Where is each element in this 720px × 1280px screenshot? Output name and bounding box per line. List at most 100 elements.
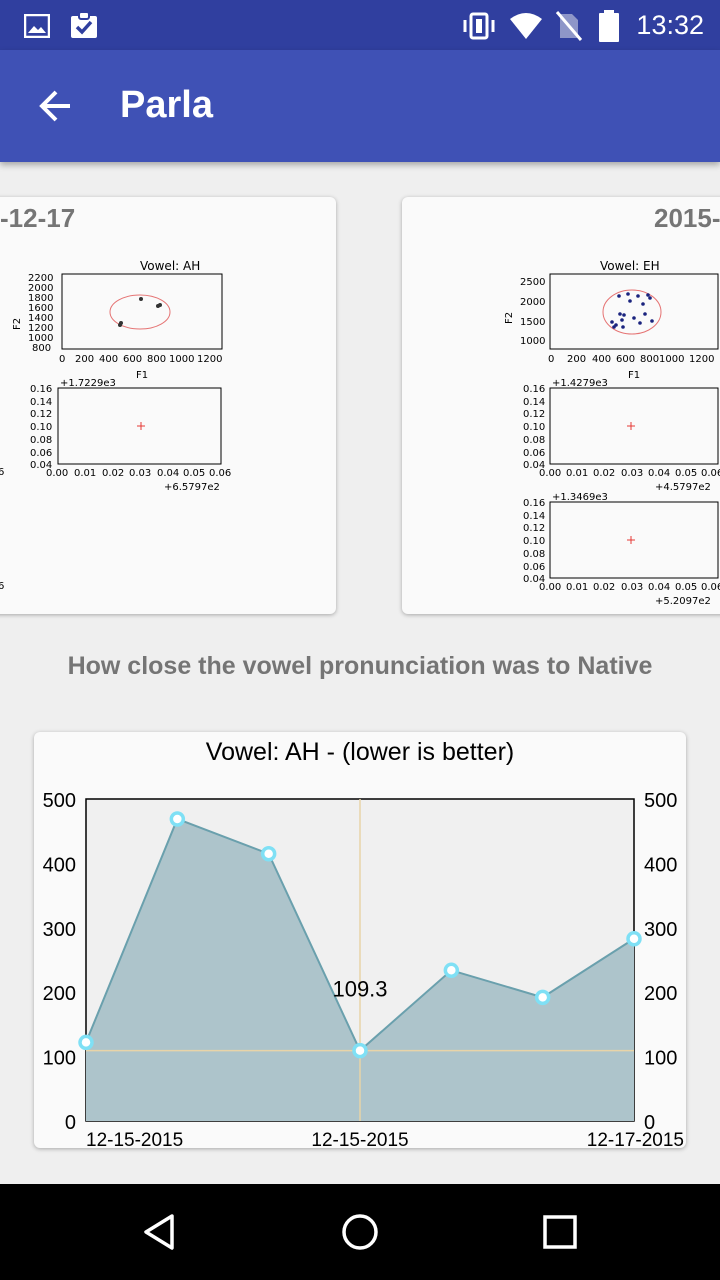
svg-text:0.08: 0.08: [30, 435, 52, 446]
svg-text:0.06: 0.06: [523, 448, 545, 459]
svg-text:0.06: 0.06: [209, 468, 231, 479]
y-tick-label-left: 100: [43, 1048, 76, 1070]
svg-text:0.12: 0.12: [523, 409, 545, 420]
svg-text:0.05: 0.05: [675, 582, 697, 593]
svg-text:0.00: 0.00: [539, 582, 561, 593]
svg-text:0.01: 0.01: [74, 468, 96, 479]
x-axis-label: F1: [136, 370, 148, 381]
page-title: Parla: [120, 84, 213, 126]
svg-text:1500: 1500: [520, 317, 545, 328]
status-bar: 13:32: [0, 0, 720, 50]
y-tick-labels: 2200 2000 1800 1600 1400 1200 1000 800: [28, 273, 53, 354]
vowel-plot-right: Vowel: EH F2 2500 2000 1500 1000 0 200 4…: [504, 259, 720, 607]
svg-text:200: 200: [567, 354, 586, 365]
sub-x-offset: +4.5797e2: [655, 482, 711, 493]
svg-text:0.16: 0.16: [523, 384, 545, 395]
card-date: -12-17: [0, 203, 76, 233]
sub-y-tick-labels: 0.16 0.14 0.12 0.10 0.08 0.06 0.04: [523, 384, 545, 471]
plot-title: Vowel: AH: [140, 259, 200, 273]
svg-text:0.03: 0.03: [621, 582, 643, 593]
svg-text:2000: 2000: [520, 297, 545, 308]
data-point: [626, 930, 642, 947]
svg-text:2000: 2000: [28, 283, 53, 294]
sub-x-tick-labels: 0.00 0.01 0.02 0.03 0.04 0.05 0.06: [46, 468, 231, 479]
nav-home-icon[interactable]: [336, 1208, 384, 1256]
y-axis-label: F2: [12, 318, 23, 330]
navigation-bar: [0, 1184, 720, 1280]
y-tick-label-right: 300: [644, 919, 677, 941]
y-tick-label-right: 400: [644, 854, 677, 876]
svg-text:0.06: 0.06: [523, 562, 545, 573]
y-tick-label-right: 100: [644, 1048, 677, 1070]
svg-text:0.04: 0.04: [30, 460, 52, 471]
vowel-plot-left: Vowel: AH F2 2200 2000 1800 1600 1400 12…: [0, 259, 231, 592]
sub-plot2-offset: +1.3469e3: [552, 492, 608, 503]
svg-text:1000: 1000: [169, 354, 194, 365]
svg-text:0.05: 0.05: [183, 468, 205, 479]
svg-text:1000: 1000: [659, 354, 684, 365]
sub2-x-tick-labels: 0.00 0.01 0.02 0.03 0.04 0.05 0.06: [539, 582, 720, 593]
svg-text:0.10: 0.10: [523, 536, 545, 547]
x-tick-label: 12-17-2015: [587, 1130, 684, 1148]
svg-text:1200: 1200: [197, 354, 222, 365]
y-tick-label-left: 500: [43, 790, 76, 812]
x-axis-label: F1: [628, 370, 640, 381]
vowel-distance-chart[interactable]: Vowel: AH - (lower is better) 109.3 0 0 100…: [34, 732, 686, 1151]
y-tick-label-right: 500: [644, 790, 677, 812]
svg-text:0: 0: [548, 354, 554, 365]
svg-text:1000: 1000: [520, 336, 545, 347]
chart-title: Vowel: AH - (lower is better): [206, 738, 514, 766]
y-tick-label-left: 200: [43, 983, 76, 1005]
battery-icon: [599, 10, 619, 42]
wifi-icon: [510, 13, 542, 39]
plot-title: Vowel: EH: [600, 259, 660, 273]
sub-plot-offset: +1.7229e3: [60, 378, 116, 389]
data-point: [443, 962, 460, 979]
section-title: How close the vowel pronunciation was to…: [67, 652, 653, 680]
svg-text:0.02: 0.02: [593, 582, 615, 593]
nav-back-icon[interactable]: [136, 1208, 184, 1256]
result-card-right[interactable]: 2015- Vowel: EH F2 2500 2000 1500 1000 0…: [402, 197, 720, 614]
svg-text:2500: 2500: [520, 277, 545, 288]
sub-plot-offset: +1.4279e3: [552, 378, 608, 389]
svg-text:0.14: 0.14: [30, 397, 52, 408]
svg-text:200: 200: [75, 354, 94, 365]
svg-text:400: 400: [592, 354, 611, 365]
nav-recents-icon[interactable]: [536, 1208, 584, 1256]
edge-label-2: 6: [0, 581, 4, 592]
y-tick-label-right: 0: [644, 1112, 655, 1134]
x-tick-label: 12-15-2015: [311, 1130, 408, 1148]
svg-text:800: 800: [147, 354, 166, 365]
svg-text:0.16: 0.16: [523, 498, 545, 509]
svg-text:0.08: 0.08: [523, 435, 545, 446]
y-axis-label: F2: [504, 312, 515, 324]
x-tick-label: 12-15-2015: [86, 1130, 183, 1148]
svg-text:2200: 2200: [28, 273, 53, 284]
svg-text:1200: 1200: [28, 323, 53, 334]
y-tick-label-left: 0: [65, 1112, 76, 1134]
card-date: 2015-: [654, 203, 720, 233]
svg-text:0.10: 0.10: [30, 422, 52, 433]
svg-text:1800: 1800: [28, 293, 53, 304]
sub2-y-tick-labels: 0.16 0.14 0.12 0.10 0.08 0.06 0.04: [523, 498, 545, 585]
app-bar: Parla: [0, 50, 720, 162]
data-point: [78, 1034, 94, 1051]
svg-text:0.04: 0.04: [648, 582, 670, 593]
svg-text:600: 600: [123, 354, 142, 365]
svg-text:400: 400: [99, 354, 118, 365]
svg-text:800: 800: [32, 343, 51, 354]
svg-text:0.06: 0.06: [701, 468, 720, 479]
x-tick-labels: 0 200 400 600 800 1000 1200: [548, 354, 714, 365]
sub-y-tick-labels: 0.16 0.14 0.12 0.10 0.08 0.06 0.04: [30, 384, 52, 471]
sub-x-tick-labels: 0.00 0.01 0.02 0.03 0.04 0.05 0.06: [539, 468, 720, 479]
svg-text:0.00: 0.00: [46, 468, 68, 479]
back-arrow-icon[interactable]: [36, 86, 76, 126]
result-card-left[interactable]: -12-17 Vowel: AH F2 2200 2000 1800 1600 …: [0, 197, 336, 614]
svg-text:800: 800: [640, 354, 659, 365]
svg-text:0.06: 0.06: [701, 582, 720, 593]
svg-text:0: 0: [59, 354, 65, 365]
svg-text:1200: 1200: [689, 354, 714, 365]
svg-text:0.04: 0.04: [523, 574, 545, 585]
y-tick-label-left: 300: [43, 919, 76, 941]
chart-card: Vowel: AH - (lower is better) 109.3 0 0 100…: [34, 732, 686, 1151]
